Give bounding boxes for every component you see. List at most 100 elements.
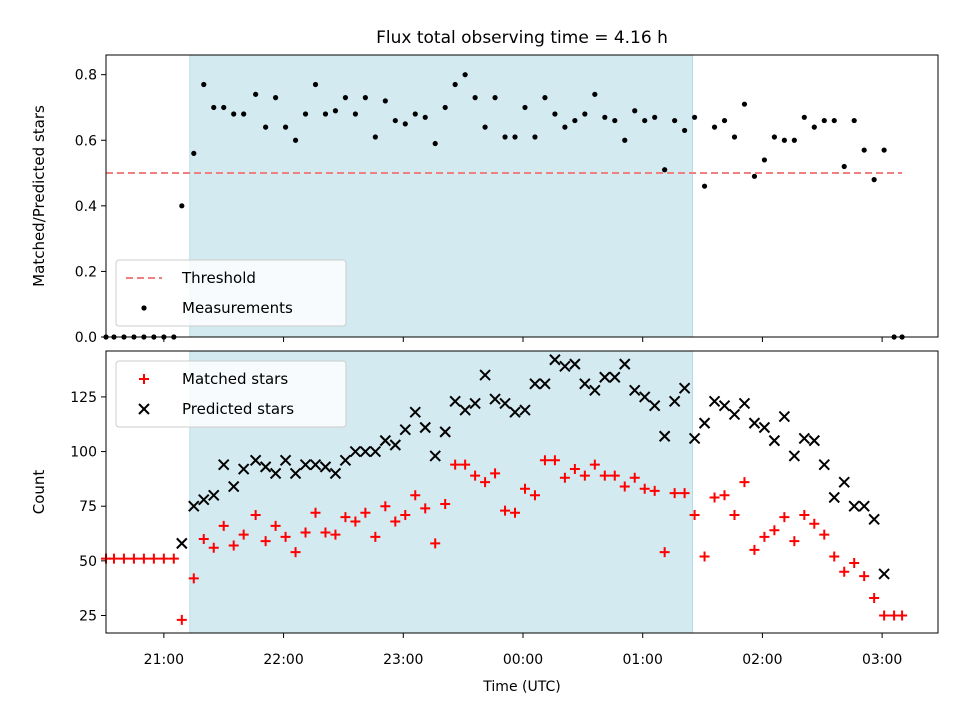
predicted-point (319, 461, 332, 473)
matched-point (510, 507, 521, 518)
predicted-point (198, 493, 210, 506)
measurement-point (241, 111, 247, 117)
predicted-point (188, 500, 200, 512)
y-tick-label: 0.2 (75, 264, 97, 280)
y-tick-label: 0.4 (75, 199, 97, 215)
matched-point (198, 534, 209, 544)
matched-point (589, 459, 600, 470)
matched-point (228, 540, 239, 551)
predicted-point (479, 369, 491, 381)
x-axis: 21:00 22:00 23:00 00:00 01:00 02:00 03:00 (144, 652, 903, 668)
measurement-point (502, 134, 508, 140)
matched-point (659, 547, 670, 558)
matched-point (300, 527, 311, 538)
predicted-point (878, 568, 890, 580)
matched-point (729, 509, 740, 520)
predicted-point (868, 513, 880, 526)
predicted-point (778, 410, 791, 423)
measurement-point (512, 134, 518, 140)
predicted-point (629, 384, 641, 397)
x-tick-label: 02:00 (742, 652, 782, 668)
matched-point (400, 509, 411, 520)
matched-point (250, 509, 261, 520)
matched-point (480, 477, 491, 488)
matched-point (599, 470, 610, 481)
matched-point (719, 490, 730, 501)
predicted-point (349, 445, 362, 458)
predicted-point (359, 445, 372, 458)
predicted-point (309, 458, 322, 471)
matched-point (829, 551, 840, 562)
predicted-point (399, 423, 411, 436)
predicted-point (549, 354, 561, 366)
predicted-point (828, 491, 840, 504)
legend-matched-swatch (139, 374, 149, 384)
predicted-point (379, 434, 392, 447)
matched-point (238, 529, 249, 540)
matched-point (579, 470, 590, 481)
measurement-point (761, 157, 768, 163)
predicted-point (589, 384, 601, 397)
matched-point (749, 544, 760, 555)
plot-frame (105, 54, 939, 338)
measurement-point (682, 127, 688, 134)
x-tick-label: 01:00 (623, 652, 663, 668)
legend-box (115, 360, 347, 428)
predicted-point (658, 430, 671, 442)
measurement-point (821, 117, 827, 124)
matched-point (569, 464, 580, 475)
matched-point (789, 536, 800, 547)
measurement-point (412, 111, 418, 117)
measurement-point (322, 111, 329, 117)
measurement-point (442, 104, 448, 111)
x-axis-label: Time (UTC) (482, 679, 560, 695)
predicted-point (269, 467, 282, 480)
matched-point (709, 492, 720, 503)
legend-label: Threshold (181, 269, 256, 287)
predicted-point (499, 397, 511, 410)
x-tick-label: 03:00 (862, 652, 902, 668)
measurement-point (422, 114, 428, 120)
matched-point (689, 509, 700, 520)
measurement-point (771, 134, 777, 140)
measurement-point (841, 163, 847, 170)
measurement-point (582, 111, 588, 117)
predicted-point (509, 406, 521, 418)
y-tick-label: 0.8 (75, 68, 97, 84)
legend-label: Measurements (182, 299, 293, 317)
measurement-point (253, 91, 259, 97)
predicted-point (419, 421, 431, 434)
predicted-point (788, 450, 801, 462)
chart-title: Flux total observing time = 4.16 h (376, 28, 668, 48)
y-tick-label: 0.0 (75, 330, 97, 346)
legend-label: Predicted stars (182, 400, 294, 418)
predicted-point (539, 378, 551, 390)
legend: Matched stars Predicted stars (115, 360, 347, 428)
predicted-point (858, 500, 870, 512)
predicted-point (559, 360, 571, 373)
matched-point (819, 529, 830, 540)
predicted-point (768, 434, 781, 447)
legend: Threshold Measurements (115, 259, 347, 327)
matched-point (809, 518, 820, 529)
predicted-point (289, 467, 302, 480)
measurement-point (452, 81, 458, 88)
matched-point (290, 547, 301, 558)
measurement-point (881, 147, 887, 153)
measurement-point (652, 114, 658, 120)
matched-point (440, 499, 451, 510)
matched-point (370, 531, 381, 542)
plot-frame (105, 350, 939, 634)
matched-point (799, 509, 810, 520)
predicted-point (369, 445, 382, 458)
y-tick-label: 50 (79, 554, 97, 570)
matched-point (310, 507, 321, 518)
matched-point (410, 490, 421, 501)
measurement-point (282, 124, 289, 130)
measurement-point (562, 124, 568, 130)
predicted-point (638, 391, 651, 403)
matched-point (539, 455, 550, 466)
measurement-point (332, 108, 339, 114)
matched-point (168, 553, 179, 564)
y-tick-label: 0.6 (75, 133, 97, 149)
